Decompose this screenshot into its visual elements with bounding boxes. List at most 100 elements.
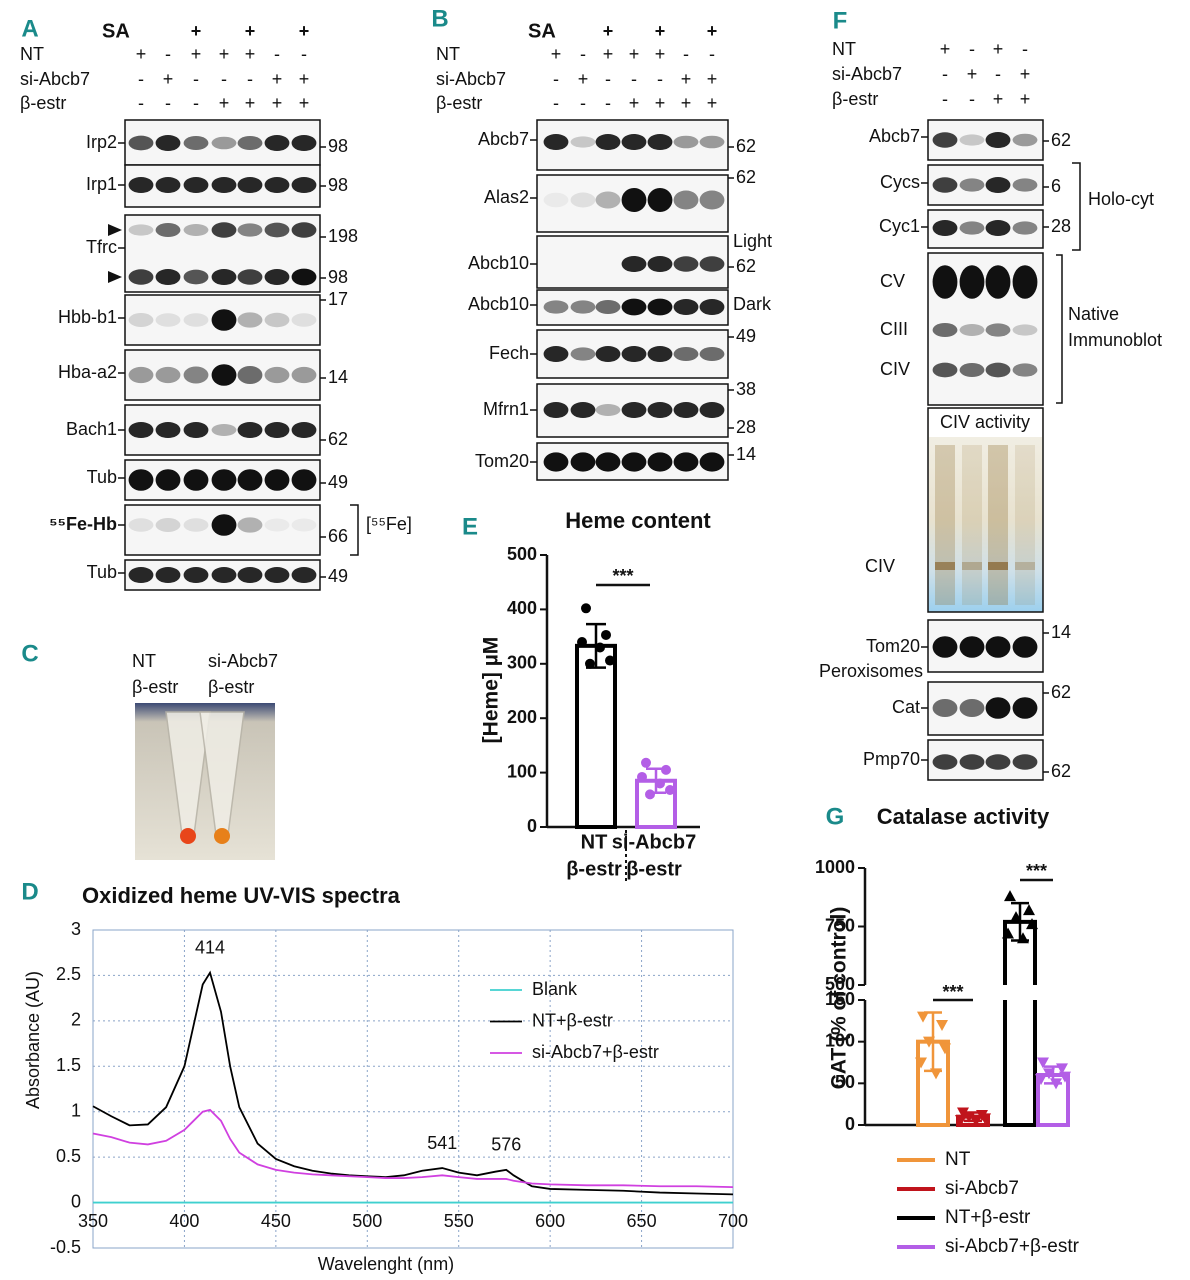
legend-label: si-Abcb7+β-estr bbox=[532, 1042, 659, 1062]
condition-mark: + bbox=[299, 21, 310, 41]
blot-box bbox=[124, 349, 321, 401]
band bbox=[543, 452, 569, 472]
band bbox=[128, 469, 154, 491]
band bbox=[570, 136, 596, 148]
condition-label: si-Abcb7 bbox=[20, 69, 90, 89]
blot-label: Abcb10 bbox=[468, 253, 529, 273]
y-axis-label: Absorbance (AU) bbox=[23, 971, 43, 1109]
bar bbox=[1003, 1000, 1037, 1127]
band bbox=[211, 222, 237, 238]
condition-mark: + bbox=[1020, 89, 1031, 109]
mw-label: 198 bbox=[328, 226, 358, 246]
blot-label: Irp2 bbox=[86, 132, 117, 152]
condition-mark: + bbox=[629, 93, 640, 113]
blot-label: Cat bbox=[892, 697, 920, 717]
condition-label: NT bbox=[832, 39, 856, 59]
condition-label: SA bbox=[102, 20, 130, 42]
condition-mark: - bbox=[1022, 39, 1028, 59]
band bbox=[211, 424, 237, 436]
condition-mark: + bbox=[681, 93, 692, 113]
band bbox=[595, 452, 621, 472]
gel-title-bg bbox=[929, 409, 1042, 437]
band bbox=[595, 345, 621, 363]
band bbox=[959, 178, 985, 192]
legend-label: si-Abcb7+β-estr bbox=[945, 1236, 1080, 1257]
data-point bbox=[577, 637, 587, 648]
band bbox=[183, 518, 209, 532]
band bbox=[237, 176, 263, 194]
band bbox=[699, 256, 725, 272]
condition-label: si-Abcb7 bbox=[436, 69, 506, 89]
data-point bbox=[665, 785, 675, 796]
band bbox=[183, 421, 209, 439]
band bbox=[1012, 636, 1038, 658]
activity-lane bbox=[988, 445, 1008, 605]
band bbox=[699, 190, 725, 210]
panel-letter: B bbox=[431, 5, 448, 32]
significance-label: *** bbox=[612, 566, 633, 586]
condition-mark: - bbox=[683, 44, 689, 64]
band bbox=[647, 133, 673, 151]
y-tick-label: -0.5 bbox=[50, 1237, 81, 1257]
mw-label: 62 bbox=[1051, 761, 1071, 781]
blot-label: Tfrc bbox=[86, 237, 117, 257]
condition-mark: - bbox=[301, 44, 307, 64]
data-point bbox=[1010, 911, 1022, 923]
significance-label: *** bbox=[942, 982, 963, 1002]
condition-mark: + bbox=[681, 69, 692, 89]
condition-mark: + bbox=[993, 39, 1004, 59]
native-label: CIII bbox=[880, 319, 908, 339]
band bbox=[183, 313, 209, 327]
group-label: Native bbox=[1068, 304, 1119, 324]
band bbox=[291, 366, 317, 384]
y-tick-label: 2 bbox=[71, 1010, 81, 1030]
band bbox=[673, 256, 699, 272]
mw-label: 49 bbox=[328, 472, 348, 492]
band bbox=[647, 298, 673, 316]
legend-label: si-Abcb7 bbox=[945, 1178, 1019, 1199]
band bbox=[673, 347, 699, 361]
band bbox=[264, 421, 290, 439]
blot-label: Fech bbox=[489, 343, 529, 363]
y-tick-label: 150 bbox=[825, 989, 855, 1009]
band bbox=[595, 300, 621, 314]
y-tick-label: 400 bbox=[507, 598, 537, 618]
band bbox=[673, 452, 699, 472]
condition-mark: + bbox=[299, 93, 310, 113]
band bbox=[932, 636, 958, 658]
band bbox=[183, 269, 209, 285]
pellet bbox=[214, 828, 230, 844]
blot-label: Mfrn1 bbox=[483, 399, 529, 419]
band bbox=[237, 136, 263, 150]
condition-mark: + bbox=[578, 69, 589, 89]
panel-letter: F bbox=[833, 7, 848, 34]
band bbox=[128, 224, 154, 236]
band bbox=[959, 324, 985, 336]
condition-mark: - bbox=[605, 93, 611, 113]
condition-label: β-estr bbox=[20, 93, 66, 113]
chart-title: Oxidized heme UV-VIS spectra bbox=[82, 883, 401, 908]
band bbox=[1012, 221, 1038, 235]
condition-mark: + bbox=[191, 21, 202, 41]
band bbox=[1012, 324, 1038, 336]
band bbox=[985, 265, 1011, 299]
band bbox=[155, 366, 181, 384]
condition-mark: - bbox=[553, 93, 559, 113]
band bbox=[1012, 178, 1038, 192]
x-tick-label: 400 bbox=[169, 1211, 199, 1231]
band bbox=[985, 754, 1011, 770]
pellet bbox=[180, 828, 196, 844]
condition-mark: - bbox=[605, 69, 611, 89]
condition-mark: + bbox=[967, 64, 978, 84]
band bbox=[264, 566, 290, 584]
condition-mark: + bbox=[245, 44, 256, 64]
data-point bbox=[1056, 1063, 1068, 1075]
mw-label: 49 bbox=[328, 566, 348, 586]
data-point bbox=[601, 629, 611, 640]
band bbox=[211, 469, 237, 491]
band bbox=[673, 135, 699, 149]
y-tick-label: 500 bbox=[825, 974, 855, 994]
band bbox=[932, 132, 958, 148]
y-tick-label: 1000 bbox=[815, 857, 855, 877]
